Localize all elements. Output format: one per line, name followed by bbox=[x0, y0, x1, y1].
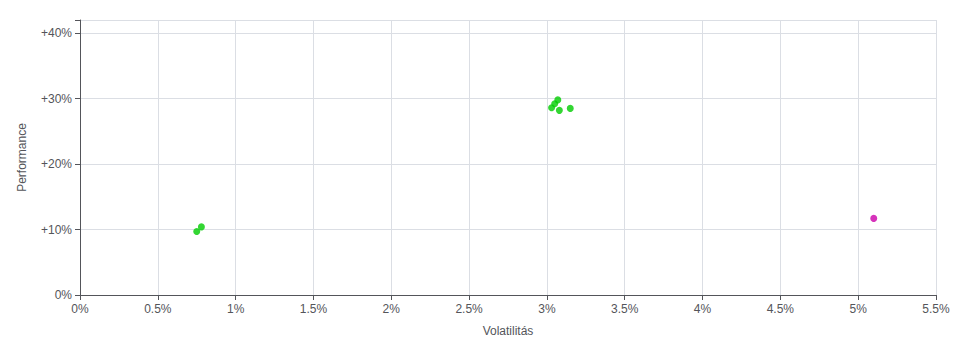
svg-text:+30%: +30% bbox=[41, 92, 72, 106]
svg-text:4%: 4% bbox=[694, 302, 712, 316]
svg-text:1.5%: 1.5% bbox=[300, 302, 328, 316]
svg-text:3%: 3% bbox=[538, 302, 556, 316]
svg-text:0.5%: 0.5% bbox=[144, 302, 172, 316]
svg-text:4.5%: 4.5% bbox=[767, 302, 795, 316]
svg-text:+40%: +40% bbox=[41, 26, 72, 40]
svg-text:2.5%: 2.5% bbox=[455, 302, 483, 316]
svg-text:5.5%: 5.5% bbox=[922, 302, 950, 316]
svg-text:+10%: +10% bbox=[41, 223, 72, 237]
svg-text:2%: 2% bbox=[383, 302, 401, 316]
svg-text:5%: 5% bbox=[850, 302, 868, 316]
svg-text:0%: 0% bbox=[71, 302, 89, 316]
svg-text:0%: 0% bbox=[55, 288, 73, 302]
svg-text:3.5%: 3.5% bbox=[611, 302, 639, 316]
svg-text:Volatilitás: Volatilitás bbox=[483, 324, 534, 338]
svg-text:Performance: Performance bbox=[15, 123, 29, 192]
svg-text:+20%: +20% bbox=[41, 157, 72, 171]
svg-text:1%: 1% bbox=[227, 302, 245, 316]
